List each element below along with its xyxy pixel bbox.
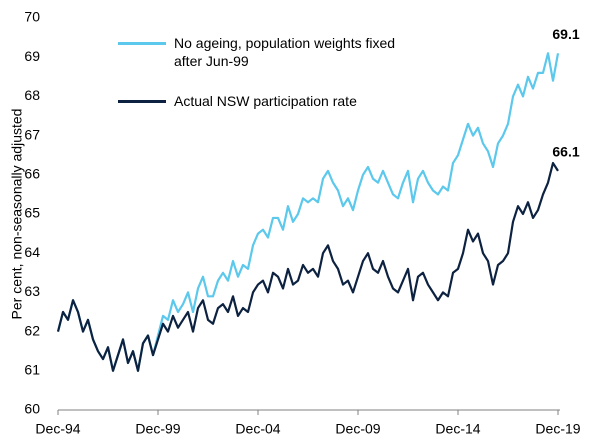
- legend-item: Actual NSW participation rate: [118, 92, 414, 110]
- y-tick-label: 68: [24, 87, 40, 103]
- legend-swatch: [118, 42, 166, 45]
- y-tick-label: 70: [24, 9, 40, 25]
- legend-label: No ageing, population weights fixed afte…: [174, 35, 396, 69]
- y-tick-label: 69: [24, 48, 40, 64]
- x-tick-label: Dec-99: [135, 421, 180, 437]
- legend-swatch: [118, 100, 166, 103]
- y-tick-label: 66: [24, 166, 40, 182]
- y-tick-label: 61: [24, 362, 40, 378]
- legend-label: Actual NSW participation rate: [174, 93, 357, 109]
- x-tick-label: Dec-14: [435, 421, 480, 437]
- y-tick-label: 62: [24, 322, 40, 338]
- y-tick-label: 65: [24, 205, 40, 221]
- x-tick-label: Dec-04: [235, 421, 280, 437]
- y-tick-label: 63: [24, 283, 40, 299]
- x-tick-label: Dec-19: [535, 421, 580, 437]
- legend-item: No ageing, population weights fixed afte…: [118, 34, 414, 70]
- x-tick-label: Dec-09: [335, 421, 380, 437]
- end-label: 66.1: [552, 144, 579, 160]
- y-tick-label: 64: [24, 244, 40, 260]
- y-axis-label: Per cent, non-seasonally adjusted: [9, 109, 25, 320]
- y-tick-label: 60: [24, 401, 40, 417]
- y-tick-label: 67: [24, 126, 40, 142]
- end-label: 69.1: [552, 26, 579, 42]
- x-tick-label: Dec-94: [35, 421, 80, 437]
- legend: No ageing, population weights fixed afte…: [118, 34, 414, 132]
- series-line: [56, 161, 559, 372]
